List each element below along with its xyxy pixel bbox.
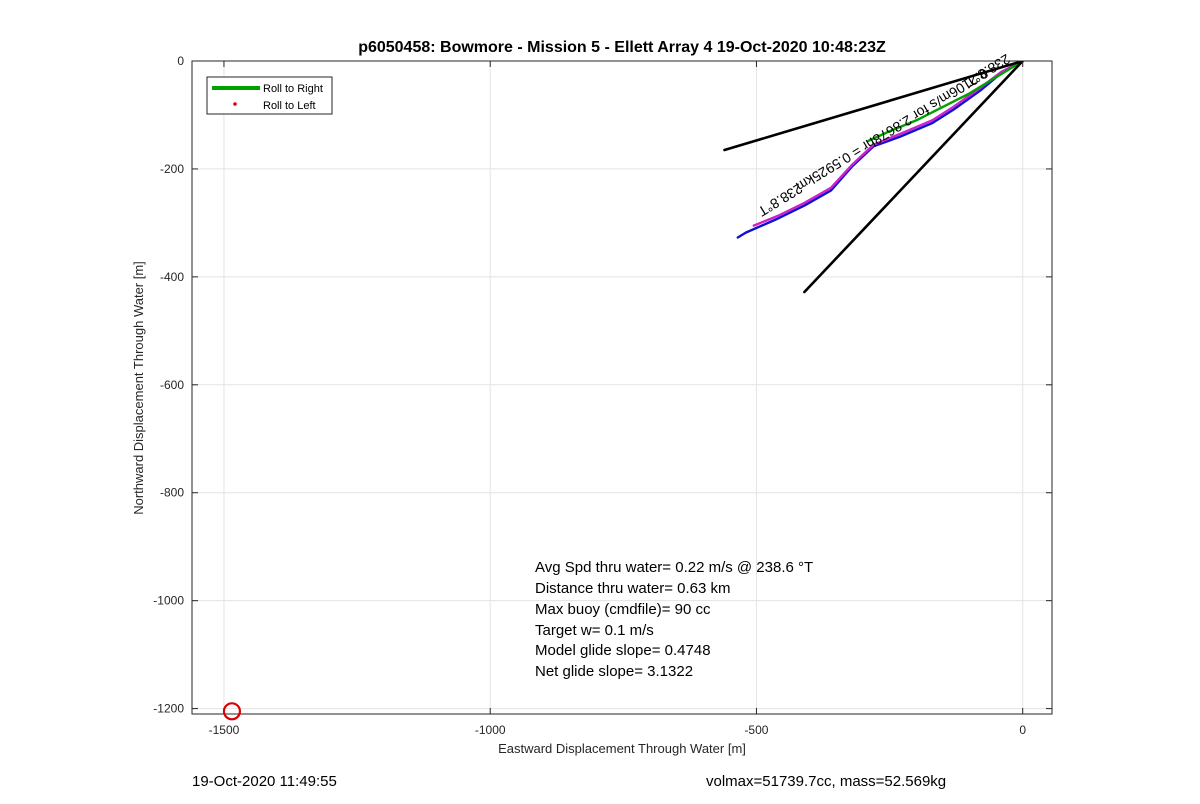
legend-box xyxy=(206,76,333,115)
stats-line-target-w: Target w= 0.1 m/s xyxy=(535,622,654,639)
y-axis-label: Northward Displacement Through Water [m] xyxy=(131,261,146,515)
stats-line-avg-speed: Avg Spd thru water= 0.22 m/s @ 238.6 °T xyxy=(535,559,813,576)
track-annotation-1: 0.2106m/s for 2.8678hr = 0.5925km xyxy=(793,65,991,195)
y-tick-label: -400 xyxy=(160,270,184,284)
footer-vehicle-params: volmax=51739.7cc, mass=52.569kg xyxy=(706,773,947,790)
stats-line-net-glide: Net glide slope= 3.1322 xyxy=(535,663,693,680)
stats-line-model-glide: Model glide slope= 0.4748 xyxy=(535,642,711,659)
track-annotations: 238.8°T0.2106m/s for 2.8678hr = 0.5925km… xyxy=(755,51,1013,220)
y-tick-label: 0 xyxy=(177,54,184,68)
legend-roll-left-swatch xyxy=(233,102,237,106)
stats-line-distance: Distance thru water= 0.63 km xyxy=(535,580,731,597)
chart-title: p6050458: Bowmore - Mission 5 - Ellett A… xyxy=(358,39,886,56)
legend-roll-left-label: Roll to Left xyxy=(263,100,316,112)
series-line-2 xyxy=(867,61,1024,143)
footer-timestamp: 19-Oct-2020 11:49:55 xyxy=(192,773,337,790)
y-tick-label: -600 xyxy=(160,378,184,392)
series-group xyxy=(723,61,1025,294)
legend-roll-right-label: Roll to Right xyxy=(263,83,323,95)
y-tick-label: -1200 xyxy=(153,702,184,716)
stats-line-max-buoy: Max buoy (cmdfile)= 90 cc xyxy=(535,601,711,618)
x-tick-label: -1500 xyxy=(209,723,240,737)
y-tick-label: -800 xyxy=(160,486,184,500)
y-tick-label: -1000 xyxy=(153,594,184,608)
y-tick-label: -200 xyxy=(160,162,184,176)
legend: Roll to Right Roll to Left xyxy=(206,76,333,115)
x-tick-label: -500 xyxy=(744,723,768,737)
series-line-3 xyxy=(723,61,1025,152)
stats-text-box: Avg Spd thru water= 0.22 m/s @ 238.6 °T … xyxy=(535,559,813,680)
series-line-0 xyxy=(736,61,1024,239)
x-tick-label: -1000 xyxy=(475,723,506,737)
x-tick-label: 0 xyxy=(1019,723,1026,737)
start-marker xyxy=(222,702,242,721)
series-line-4 xyxy=(803,61,1025,294)
x-axis-label: Eastward Displacement Through Water [m] xyxy=(498,741,746,756)
axes-frame xyxy=(191,60,1053,715)
